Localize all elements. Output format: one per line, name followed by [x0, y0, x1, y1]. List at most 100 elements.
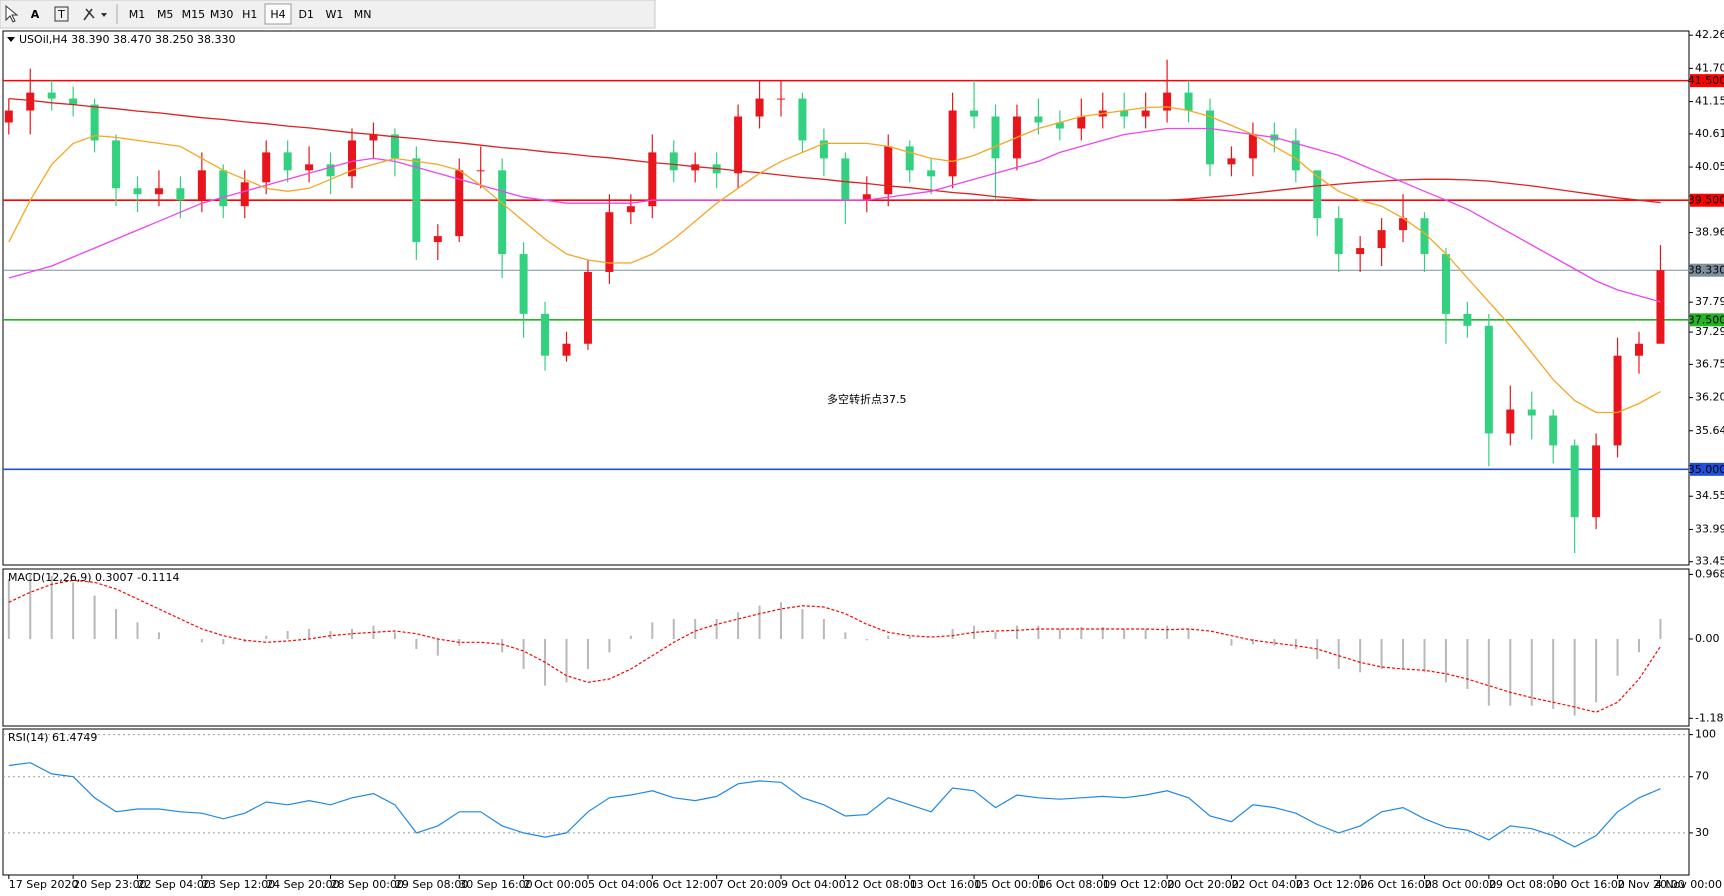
candle-body — [1313, 170, 1322, 219]
candle-body — [1120, 110, 1129, 117]
candle-body — [1484, 325, 1493, 434]
candle-body — [90, 104, 99, 141]
candle-body — [626, 206, 635, 213]
text-tool[interactable]: A — [31, 8, 40, 21]
timeframe-button[interactable] — [349, 4, 376, 24]
candle-body — [862, 194, 871, 201]
candle-body — [369, 134, 378, 141]
level-price-box — [1690, 193, 1724, 207]
candle-body — [1356, 248, 1365, 255]
x-tick-label: 30 Sep 16:00 — [459, 878, 532, 891]
panel-title: RSI(14) 61.4749 — [8, 731, 97, 744]
x-tick-label: 2 Oct 00:00 — [524, 878, 589, 891]
x-tick-label: 28 Sep 00:00 — [331, 878, 404, 891]
timeframe-label[interactable]: MN — [354, 8, 372, 21]
timeframe-label[interactable]: M15 — [182, 8, 206, 21]
x-tick-label: 26 Oct 16:00 — [1360, 878, 1432, 891]
y-tick-label: 33.995 — [1695, 522, 1724, 535]
y-tick-label: 38.960 — [1695, 226, 1724, 239]
x-tick-label: 19 Oct 12:00 — [1103, 878, 1175, 891]
candle-body — [1441, 254, 1450, 314]
label-tool-icon[interactable] — [54, 6, 69, 22]
timeframe-button[interactable] — [124, 4, 150, 24]
annotation: 多空转折点37.5 — [827, 392, 907, 406]
timeframe-label[interactable]: M1 — [129, 8, 146, 21]
moving-average — [8, 106, 1661, 414]
label-tool-glyph: T — [57, 8, 65, 21]
x-tick-label: 29 Oct 08:00 — [1489, 878, 1561, 891]
candle-body — [1206, 110, 1214, 165]
level-price-label: 41.500 — [1688, 74, 1724, 87]
timeframe-label[interactable]: M30 — [210, 8, 234, 21]
x-tick-label: 22 Oct 04:00 — [1231, 878, 1303, 891]
y-tick-label: 30 — [1695, 826, 1709, 839]
timeframe-button[interactable] — [321, 4, 348, 24]
timeframe-button[interactable] — [236, 4, 263, 24]
candle-body — [1248, 134, 1257, 159]
candle-body — [755, 98, 764, 117]
x-tick-label: 30 Oct 16:00 — [1553, 878, 1625, 891]
level-price-label: 35.000 — [1688, 463, 1724, 476]
candle-body — [1034, 116, 1043, 123]
y-tick-label: 0.00 — [1695, 632, 1720, 645]
x-tick-label: 12 Oct 08:00 — [845, 878, 917, 891]
candle-body — [1527, 409, 1536, 416]
candle-body — [1420, 218, 1429, 255]
y-tick-label: 36.755 — [1695, 357, 1724, 370]
y-tick-label: 70 — [1695, 770, 1709, 783]
candle-body — [1570, 445, 1579, 518]
timeframe-label[interactable]: M5 — [157, 8, 174, 21]
candle-body — [1055, 122, 1064, 129]
candle-body — [884, 146, 893, 195]
rsi-line — [8, 762, 1661, 848]
y-tick-label: 41.150 — [1695, 95, 1724, 108]
candle-body — [1334, 218, 1343, 255]
candle-body — [348, 140, 356, 177]
candle-body — [176, 188, 185, 201]
panel-title: MACD(12,26,9) 0.3007 -0.1114 — [8, 571, 179, 584]
timeframe-button[interactable] — [264, 3, 292, 25]
x-tick-label: 9 Oct 04:00 — [781, 878, 846, 891]
cursor-icon[interactable] — [5, 4, 19, 23]
timeframe-label[interactable]: H4 — [270, 8, 285, 21]
candle-body — [69, 98, 78, 105]
candle-body — [605, 212, 614, 272]
timeframe-button[interactable] — [180, 4, 207, 24]
candle-body — [283, 152, 292, 171]
candle-body — [1291, 140, 1300, 171]
candle-body — [841, 158, 850, 201]
arrows-icon[interactable] — [83, 8, 95, 21]
panel-frame — [2, 568, 1690, 727]
candle-body — [777, 98, 785, 100]
timeframe-label[interactable]: H1 — [242, 8, 257, 21]
timeframe-button[interactable] — [152, 4, 179, 24]
candle-body — [927, 170, 936, 177]
moving-average — [8, 127, 1661, 303]
x-tick-label: 13 Oct 16:00 — [910, 878, 982, 891]
y-tick-label: 33.455 — [1695, 555, 1724, 568]
candle-body — [1399, 218, 1408, 231]
timeframe-label[interactable]: D1 — [298, 8, 313, 21]
x-tick-label: 20 Sep 23:00 — [73, 878, 146, 891]
x-tick-label: 23 Oct 12:00 — [1296, 878, 1368, 891]
candle-body — [1549, 415, 1558, 446]
x-tick-label: 22 Sep 04:00 — [138, 878, 211, 891]
candle-body — [154, 188, 163, 195]
timeframe-label[interactable]: W1 — [325, 8, 343, 21]
candle-body — [1227, 158, 1236, 165]
panel-frame — [2, 30, 1690, 566]
timeframe-button[interactable] — [208, 4, 235, 24]
candle-body — [1635, 343, 1643, 356]
x-tick-label: 5 Oct 04:00 — [588, 878, 653, 891]
candle-body — [1141, 110, 1150, 117]
candle-body — [1377, 230, 1386, 249]
dropdown-icon[interactable] — [101, 13, 107, 17]
candle-body — [262, 152, 271, 183]
candle-body — [1506, 409, 1515, 434]
level-price-label: 38.330 — [1688, 264, 1724, 277]
y-tick-label: 35.645 — [1695, 424, 1724, 437]
candle-body — [648, 152, 657, 207]
y-tick-label: 42.260 — [1695, 28, 1724, 41]
timeframe-button[interactable] — [293, 4, 320, 24]
candle-body — [1163, 92, 1172, 111]
